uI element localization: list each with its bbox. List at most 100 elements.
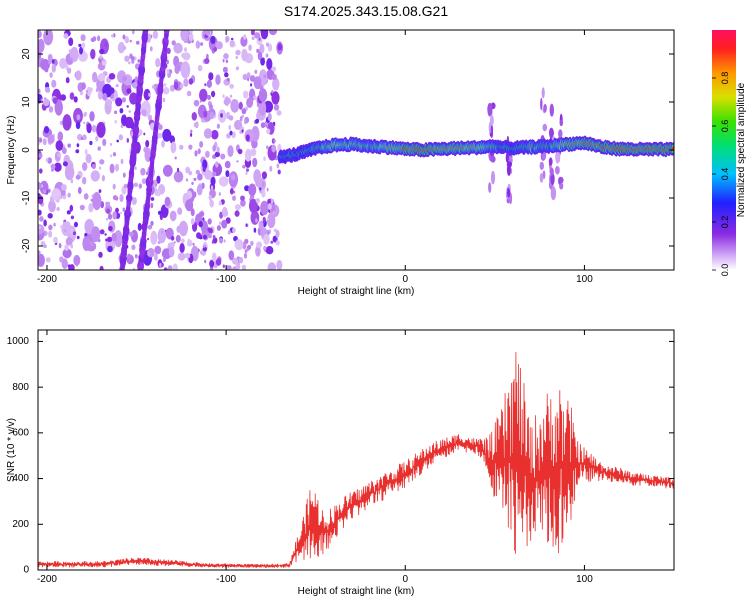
noise-blob — [229, 94, 233, 98]
noise-blob — [226, 265, 232, 270]
noise-blob — [185, 166, 191, 174]
noise-blob — [155, 58, 161, 68]
noise-blob — [195, 40, 201, 49]
noise-blob — [209, 259, 215, 268]
noise-blob — [65, 77, 70, 84]
noise-blob — [202, 166, 206, 172]
noise-blob — [275, 229, 280, 239]
noise-blob — [115, 84, 119, 88]
noise-blob — [105, 238, 108, 242]
noise-blob — [169, 84, 175, 92]
noise-blob — [247, 77, 250, 82]
noise-blob — [180, 238, 185, 244]
noise-blob — [259, 187, 262, 191]
noise-blob — [222, 94, 225, 99]
noise-blob — [272, 77, 280, 91]
snr-y-ticks: 0 200 400 600 800 1000 — [7, 336, 674, 576]
vertical-streak-4-blob — [555, 150, 560, 164]
noise-blob — [195, 169, 200, 175]
noise-blob — [254, 69, 258, 74]
noise-blob — [89, 111, 95, 122]
noise-blob — [266, 145, 269, 150]
noise-blob — [120, 158, 124, 165]
noise-blob — [215, 74, 221, 85]
noise-blob — [136, 40, 140, 45]
noise-blob — [216, 146, 220, 153]
x-tick-label: 100 — [576, 274, 593, 285]
noise-blob — [148, 92, 151, 97]
noise-blob — [49, 72, 53, 78]
noise-blob — [265, 53, 269, 58]
figure-title: S174.2025.343.15.08.G21 — [284, 3, 448, 19]
noise-blob — [112, 183, 116, 190]
noise-blob — [271, 144, 277, 153]
noise-blob — [212, 144, 217, 152]
noise-blob — [222, 66, 228, 73]
noise-blob — [38, 30, 42, 38]
noise-blob — [38, 253, 45, 267]
vertical-streak-0-blob — [490, 124, 494, 135]
noise-blob — [96, 121, 106, 138]
noise-blob — [228, 250, 235, 261]
noise-blob — [276, 110, 282, 116]
noise-blob — [167, 265, 173, 270]
noise-blob — [200, 42, 204, 46]
noise-blob — [106, 99, 113, 107]
noise-blob — [235, 55, 238, 60]
noise-blob — [182, 52, 191, 61]
noise-blob — [89, 140, 93, 146]
noise-blob — [234, 239, 244, 251]
noise-blob — [134, 166, 137, 171]
colorbar-gradient — [712, 30, 736, 270]
noise-blob — [131, 56, 135, 61]
noise-blob — [180, 61, 191, 79]
noise-blob — [218, 192, 221, 196]
colorbar-ticks: 0.0 0.2 0.4 0.6 0.8 — [712, 72, 730, 276]
noise-blob — [162, 97, 166, 103]
noise-blob — [52, 97, 58, 104]
noise-blob — [115, 97, 123, 107]
noise-blob — [156, 132, 163, 139]
noise-blob — [250, 240, 254, 246]
noise-blob — [42, 138, 47, 146]
noise-blob — [245, 134, 250, 142]
noise-blob — [243, 252, 248, 259]
noise-blob — [184, 47, 187, 52]
noise-blob — [126, 105, 129, 108]
noise-blob — [66, 67, 72, 74]
noise-blob — [222, 264, 225, 268]
noise-blob — [63, 33, 69, 39]
noise-blob — [119, 194, 124, 203]
noise-blob — [91, 226, 101, 242]
noise-blob — [170, 141, 177, 154]
noise-blob — [267, 112, 272, 122]
noise-blob — [230, 174, 236, 181]
noise-blob — [150, 202, 154, 209]
noise-blob — [108, 225, 113, 232]
noise-blob — [236, 160, 239, 163]
noise-blob — [235, 49, 241, 56]
x-tick-label: 0 — [402, 274, 408, 285]
noise-blob — [75, 149, 80, 154]
noise-blob — [75, 174, 81, 180]
noise-blob — [97, 146, 101, 151]
noise-blob — [76, 143, 80, 148]
vertical-streak-0-blob — [487, 102, 493, 116]
noise-blob — [275, 240, 280, 246]
noise-blob — [248, 183, 257, 197]
noise-blob — [210, 185, 214, 190]
noise-blob — [156, 175, 161, 184]
noise-blob — [183, 78, 189, 87]
noise-blob — [229, 83, 234, 89]
colorbar-tick-label: 0.4 — [720, 168, 730, 181]
y-tick-label: 10 — [21, 96, 32, 108]
noise-blob — [95, 136, 99, 142]
noise-blob — [88, 203, 94, 213]
noise-blob — [55, 140, 64, 152]
y-tick-label: -10 — [21, 190, 32, 205]
noise-blob — [70, 244, 73, 249]
noise-blob — [138, 183, 142, 189]
noise-blob — [145, 140, 150, 148]
spectrogram-x-label: Height of straight line (km) — [298, 286, 415, 297]
noise-blob — [53, 162, 62, 172]
